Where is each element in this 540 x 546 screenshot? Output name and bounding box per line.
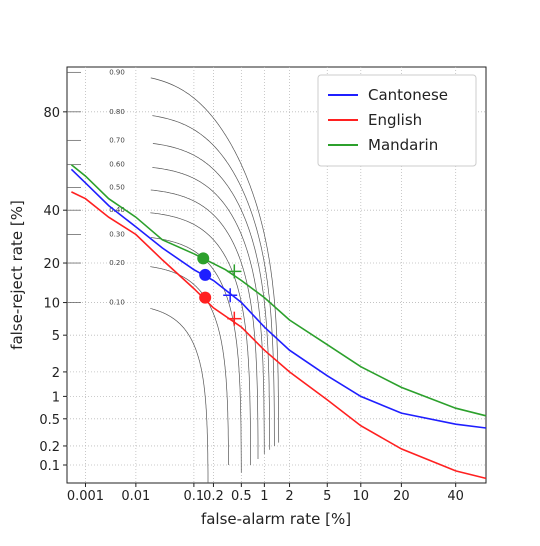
legend-label: Mandarin [368,136,438,154]
operating-point [199,268,212,281]
contour-label: 0.20 [109,259,125,267]
contour-label: 0.90 [109,68,125,76]
y-axis-label: false-reject rate [%] [8,200,26,350]
operating-point [199,291,212,304]
grid [67,67,486,483]
cost-contour [150,266,229,465]
det-curve [70,168,487,429]
x-tick-label: 40 [447,489,464,504]
y-tick-label: 80 [43,106,60,121]
cost-contour [152,143,271,450]
y-tick-label: 1 [52,390,60,405]
operating-point [227,264,242,279]
cost-contour [150,237,242,473]
contour-label: 0.40 [109,206,125,214]
y-tick-label: 0.1 [39,459,60,474]
x-tick-label: 0.5 [231,489,252,504]
x-tick-label: 2 [285,489,293,504]
legend-label: English [368,111,422,129]
y-tick-label: 10 [43,297,60,312]
contour-label: 0.50 [109,183,125,191]
operating-point [223,288,238,303]
x-tick-label: 0.01 [121,489,150,504]
operating-point [197,252,210,265]
x-axis-label: false-alarm rate [%] [201,510,351,528]
cost-contour [150,308,209,483]
y-tick-label: 40 [43,204,60,219]
y-tick-label: 0.2 [39,440,60,455]
x-tick-label: 1 [260,489,268,504]
y-tick-label: 5 [52,329,60,344]
contour-label: 0.10 [109,299,125,307]
x-tick-label: 0.1 [184,489,205,504]
x-tick-label: 10 [353,489,370,504]
legend-label: Cantonese [368,86,448,104]
contour-label: 0.80 [109,108,125,116]
x-tick-label: 5 [323,489,331,504]
det-curve [71,191,487,480]
legend-box [317,74,477,167]
x-tick-label: 0.2 [203,489,224,504]
x-tick-label: 0.001 [67,489,104,504]
cost-contour [150,77,280,443]
contour-label: 0.60 [109,161,125,169]
y-tick-label: 2 [52,366,60,381]
contour-label: 0.30 [109,231,125,239]
contour-label: 0.70 [109,136,125,144]
cost-contour [150,189,259,459]
x-tick-label: 20 [393,489,410,504]
det-curve [70,164,487,417]
cost-contour [150,212,251,466]
operating-point [227,311,242,326]
cost-contour [152,167,265,455]
plot-frame [66,66,487,484]
y-tick-label: 20 [43,257,60,272]
y-tick-label: 0.5 [39,413,60,428]
cost-contour [152,115,275,447]
